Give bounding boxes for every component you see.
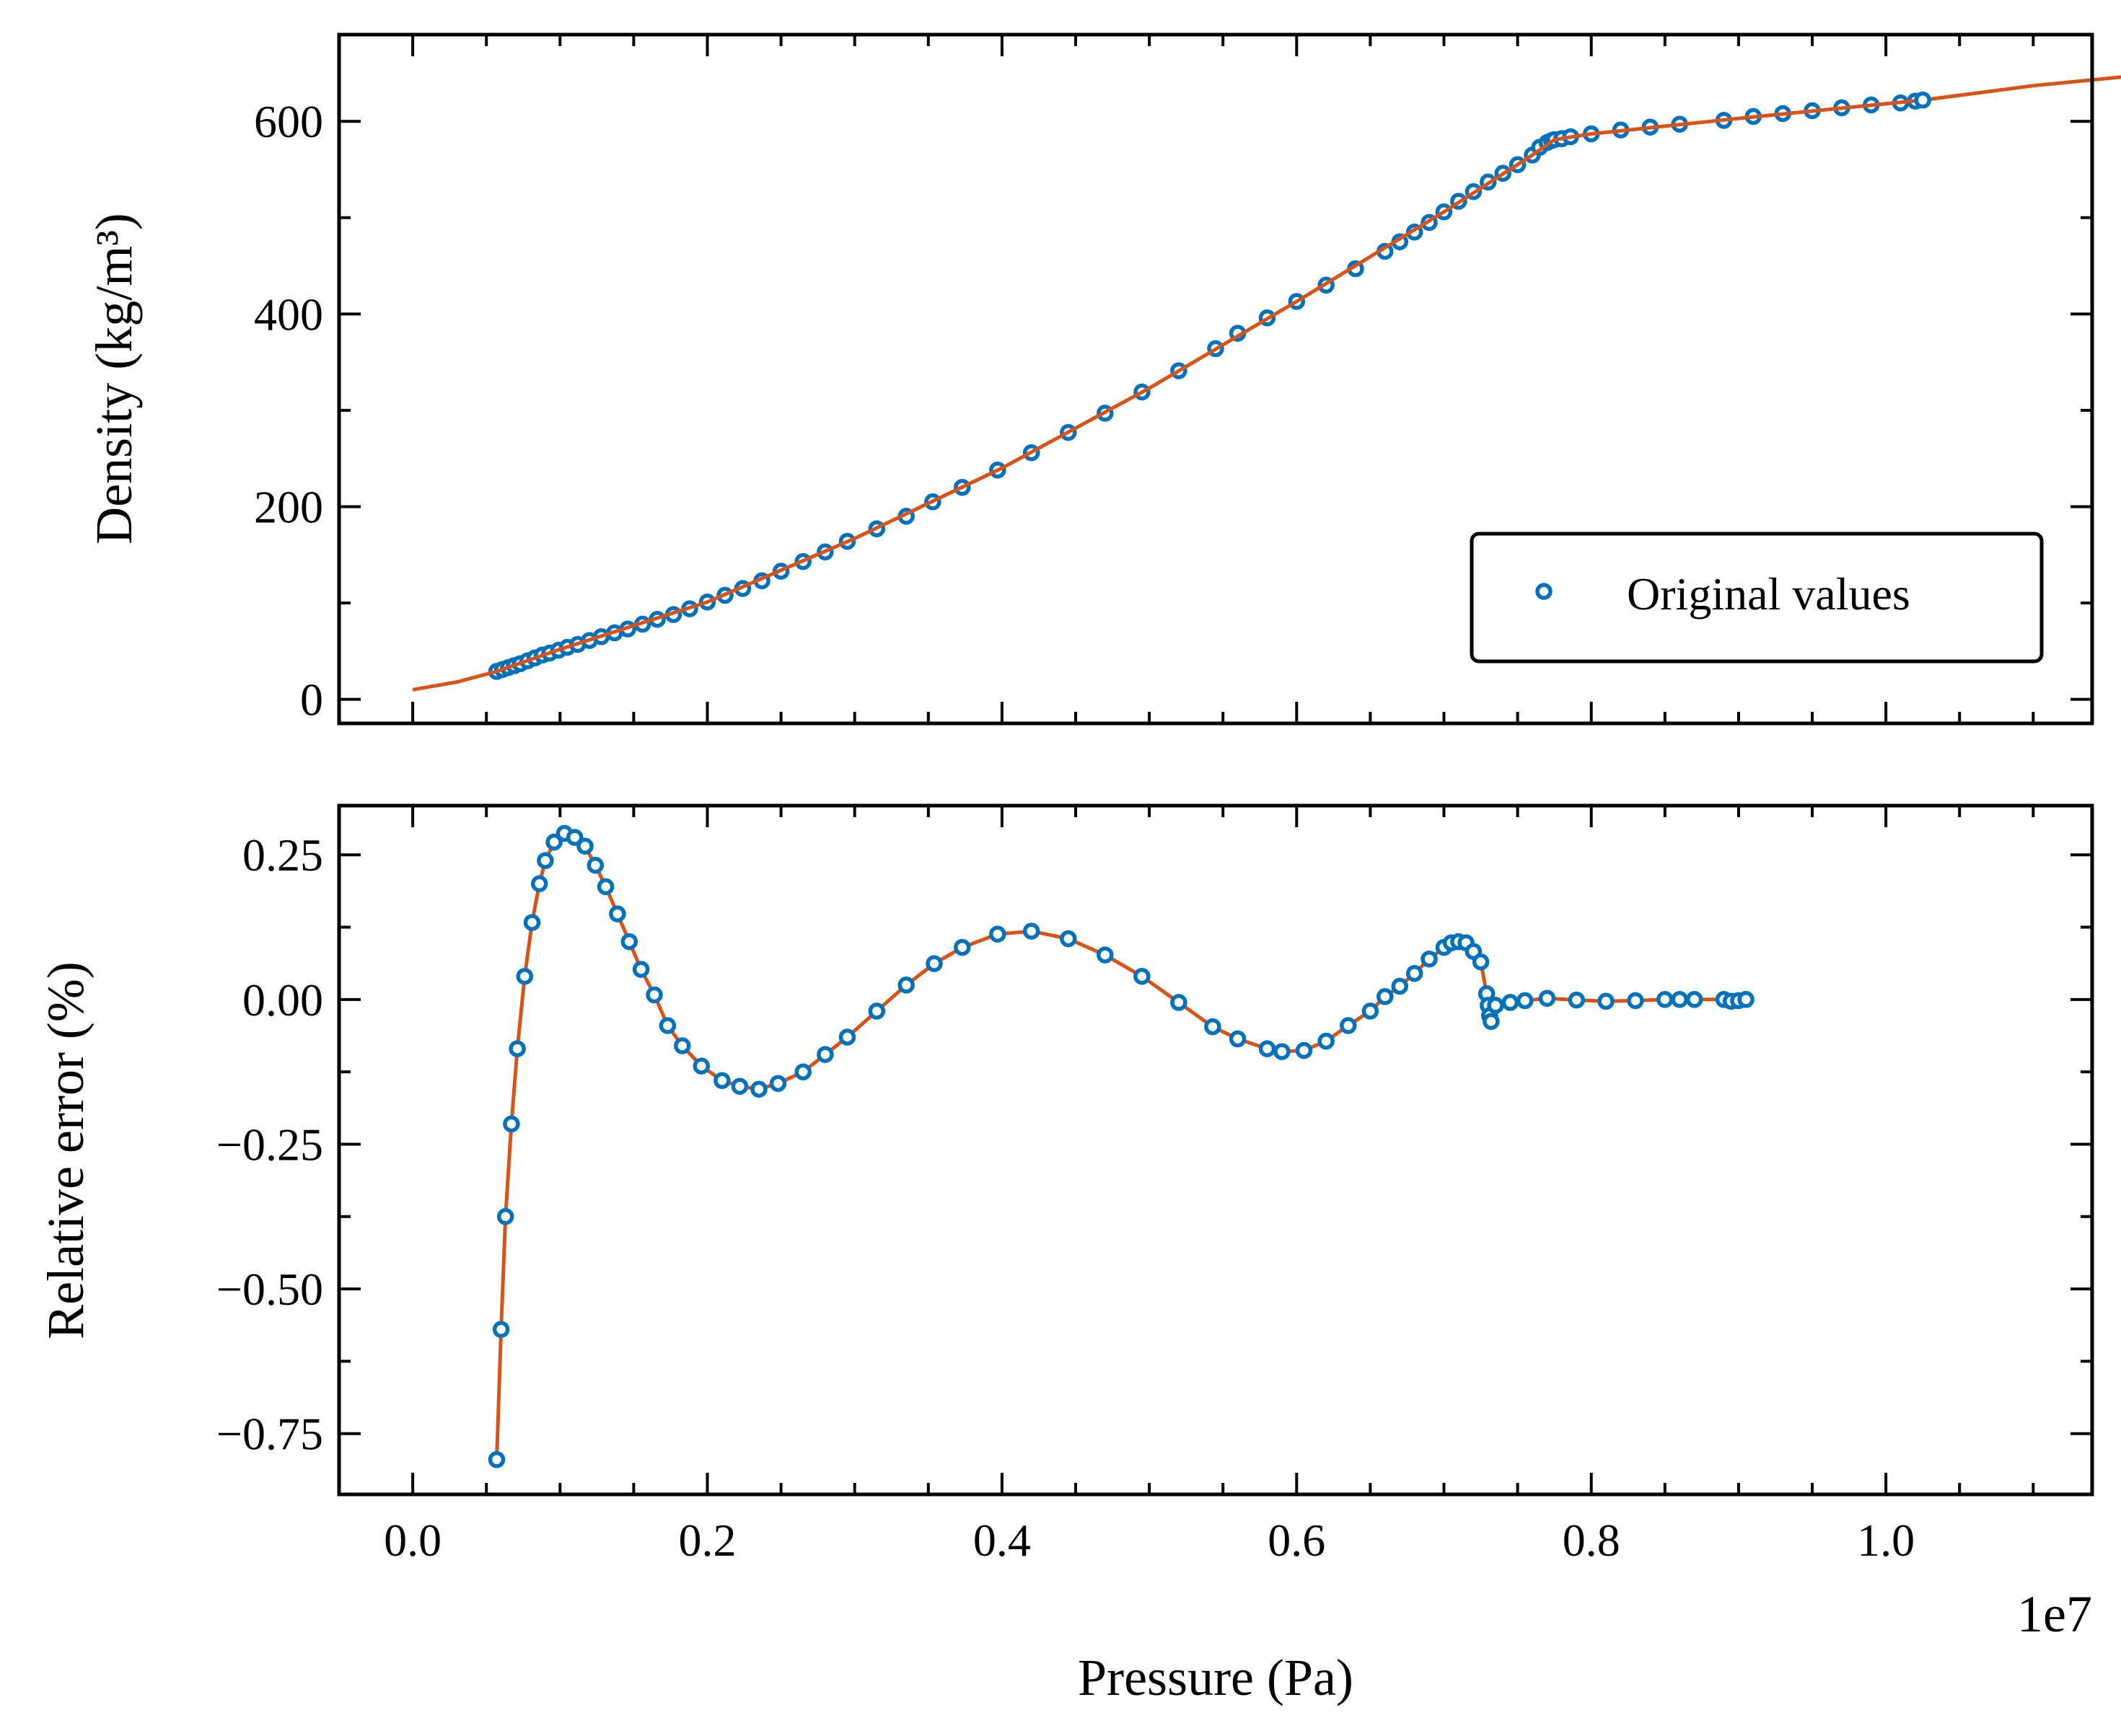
error-data-point <box>926 955 943 972</box>
error-data-point <box>587 856 605 874</box>
density-ticks: 0 200 400 600 <box>254 35 2092 726</box>
error-data-point <box>1597 992 1615 1010</box>
error-data-point <box>1487 997 1504 1014</box>
error-x-tick-label: 1.0 <box>1857 1515 1915 1566</box>
error-data-point <box>1376 988 1394 1005</box>
error-data-point <box>1204 1018 1221 1036</box>
error-data-point <box>1737 991 1755 1008</box>
legend-label: Original values <box>1627 568 1910 620</box>
density-panel: Original values 0 200 400 600 Density (kg/m… <box>85 32 2121 726</box>
x-axis-label: Pressure (Pa) <box>1078 1649 1353 1706</box>
error-data-point <box>1258 1040 1276 1057</box>
error-data-point <box>750 1080 768 1098</box>
error-y-tick-label: 0.00 <box>242 974 323 1026</box>
error-y-tick-label: −0.25 <box>216 1119 323 1170</box>
error-data-point <box>1097 946 1114 964</box>
error-data-point <box>1627 992 1644 1010</box>
error-data-point <box>576 837 594 855</box>
error-data-point <box>1340 1017 1357 1034</box>
error-data-point <box>1685 991 1703 1008</box>
error-data-point <box>989 925 1006 943</box>
error-axes-frame <box>337 803 2094 1497</box>
density-y-tick-label: 400 <box>254 288 323 340</box>
error-data-point <box>1538 990 1556 1007</box>
error-data-point <box>897 977 915 994</box>
error-data-point <box>731 1078 749 1095</box>
error-plot-area <box>488 824 1755 1468</box>
error-x-tick-label: 0.2 <box>679 1515 737 1566</box>
error-data-point <box>1060 930 1077 948</box>
error-data-point <box>1391 977 1409 995</box>
error-x-tick-label: 0.4 <box>973 1515 1031 1566</box>
error-data-point <box>545 833 563 851</box>
error-data-point <box>620 933 638 951</box>
error-y-tick-label: −0.50 <box>216 1264 323 1315</box>
error-data-point <box>488 1451 506 1468</box>
error-data-point <box>769 1075 787 1092</box>
error-data-point <box>503 1115 520 1133</box>
error-y-axis-label: Relative error (%) <box>37 961 95 1339</box>
error-x-tick-label: 0.8 <box>1563 1515 1620 1566</box>
error-data-point <box>609 905 626 922</box>
error-data-point <box>523 914 541 931</box>
error-fit-line <box>495 831 1747 1460</box>
x-axis-scale-label: 1e7 <box>2017 1585 2092 1643</box>
error-data-point <box>492 1321 510 1339</box>
density-fit-line <box>412 75 2121 692</box>
error-data-point <box>1273 1043 1291 1060</box>
error-data-point <box>954 938 971 956</box>
legend: Original values <box>1470 532 2044 664</box>
error-data-point <box>838 1028 856 1046</box>
density-axes-frame <box>337 32 2094 726</box>
error-data-point <box>566 829 584 846</box>
error-data-point <box>632 961 650 978</box>
error-data-point <box>597 878 615 896</box>
error-data-point <box>1516 992 1534 1010</box>
density-y-tick-label: 0 <box>300 674 323 726</box>
error-data-point <box>1133 967 1151 985</box>
density-y-axis-label: Density (kg/m³) <box>85 213 143 545</box>
error-data-point <box>817 1046 834 1063</box>
error-data-point <box>1229 1030 1247 1048</box>
error-data-point <box>1671 991 1688 1008</box>
error-data-point <box>1420 950 1438 968</box>
legend-box <box>1470 532 2044 664</box>
error-data-point <box>794 1063 812 1080</box>
error-data-point <box>530 875 548 893</box>
error-data-point <box>1170 994 1187 1011</box>
last-data-point <box>1914 92 1931 109</box>
error-data-point <box>1317 1032 1335 1050</box>
legend-marker <box>1535 583 1553 600</box>
error-data-point <box>674 1037 691 1054</box>
error-data-point <box>1568 991 1586 1009</box>
error-data-point <box>659 1017 677 1034</box>
error-data-point <box>693 1057 711 1075</box>
error-data-point <box>516 967 534 985</box>
density-y-tick-label: 600 <box>254 96 323 147</box>
error-ticks: −0.75 −0.50 −0.25 0.00 0.25 0.0 0.2 0.4 0.6 0.8 1.… <box>216 806 2092 1566</box>
error-data-point <box>713 1072 731 1089</box>
error-data-point <box>537 852 554 869</box>
error-data-point <box>1405 964 1423 982</box>
density-plot-area <box>412 75 2121 692</box>
error-data-point <box>1472 953 1490 971</box>
error-data-point <box>1483 1013 1500 1031</box>
error-data-point <box>1656 991 1674 1008</box>
error-data-point <box>1022 922 1040 940</box>
error-data-point <box>509 1040 526 1057</box>
error-data-point <box>1295 1041 1313 1059</box>
error-x-tick-label: 0.6 <box>1268 1515 1325 1566</box>
error-y-tick-label: 0.25 <box>242 829 323 881</box>
error-data-point <box>1361 1003 1379 1020</box>
error-data-point <box>1501 994 1519 1011</box>
error-panel: −0.75 −0.50 −0.25 0.00 0.25 0.0 0.2 0.4 0.6 0.8 1.… <box>37 803 2094 1706</box>
error-data-point <box>646 986 663 1004</box>
error-y-tick-label: −0.75 <box>216 1409 323 1460</box>
error-x-tick-label: 0.0 <box>384 1515 442 1566</box>
error-data-point <box>868 1003 886 1020</box>
error-data-point <box>496 1208 514 1225</box>
density-y-tick-label: 200 <box>254 481 323 532</box>
